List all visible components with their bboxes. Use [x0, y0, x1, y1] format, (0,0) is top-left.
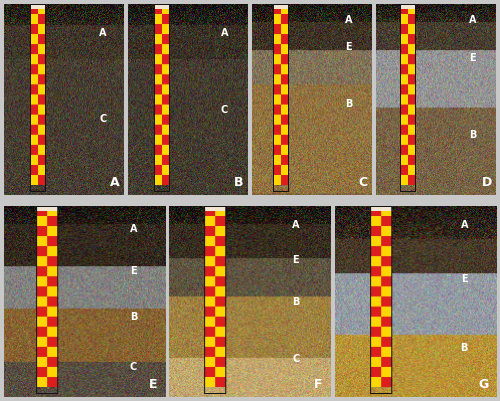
Text: A: A	[221, 28, 228, 38]
Text: E: E	[345, 42, 352, 52]
Text: E: E	[469, 53, 476, 63]
Text: A: A	[292, 220, 300, 230]
Text: B: B	[130, 312, 138, 322]
Text: A: A	[130, 224, 138, 234]
Text: B: B	[292, 297, 300, 307]
Text: A: A	[99, 28, 106, 38]
Text: B: B	[469, 130, 476, 140]
Text: A: A	[345, 15, 352, 25]
Text: D: D	[482, 176, 492, 189]
Text: B: B	[234, 176, 243, 189]
Text: C: C	[130, 362, 137, 372]
Text: G: G	[478, 378, 488, 391]
Text: C: C	[292, 354, 300, 364]
Text: E: E	[148, 378, 157, 391]
Text: F: F	[314, 378, 322, 391]
Text: A: A	[110, 176, 120, 189]
Text: B: B	[345, 99, 352, 109]
Text: C: C	[221, 105, 228, 115]
Text: E: E	[130, 266, 137, 276]
Text: E: E	[461, 274, 468, 284]
Text: B: B	[460, 343, 468, 353]
Text: C: C	[100, 114, 106, 124]
Text: E: E	[292, 255, 299, 265]
Text: C: C	[358, 176, 368, 189]
Text: A: A	[460, 220, 468, 230]
Text: A: A	[469, 15, 476, 25]
